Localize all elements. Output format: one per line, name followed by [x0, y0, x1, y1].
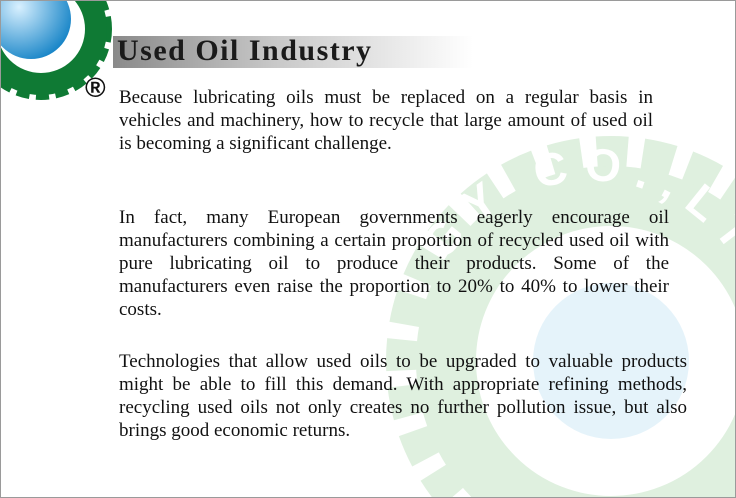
- paragraph: Technologies that allow used oils to be …: [119, 351, 687, 441]
- title: Used Oil Industry: [117, 34, 373, 67]
- logo: CO.,LTD: [1, 1, 112, 100]
- paragraph: Because lubricating oils must be replace…: [119, 87, 653, 154]
- registered-mark: ®: [85, 72, 106, 103]
- paragraph: In fact, many European governments eager…: [119, 207, 669, 320]
- title-band: [113, 36, 473, 68]
